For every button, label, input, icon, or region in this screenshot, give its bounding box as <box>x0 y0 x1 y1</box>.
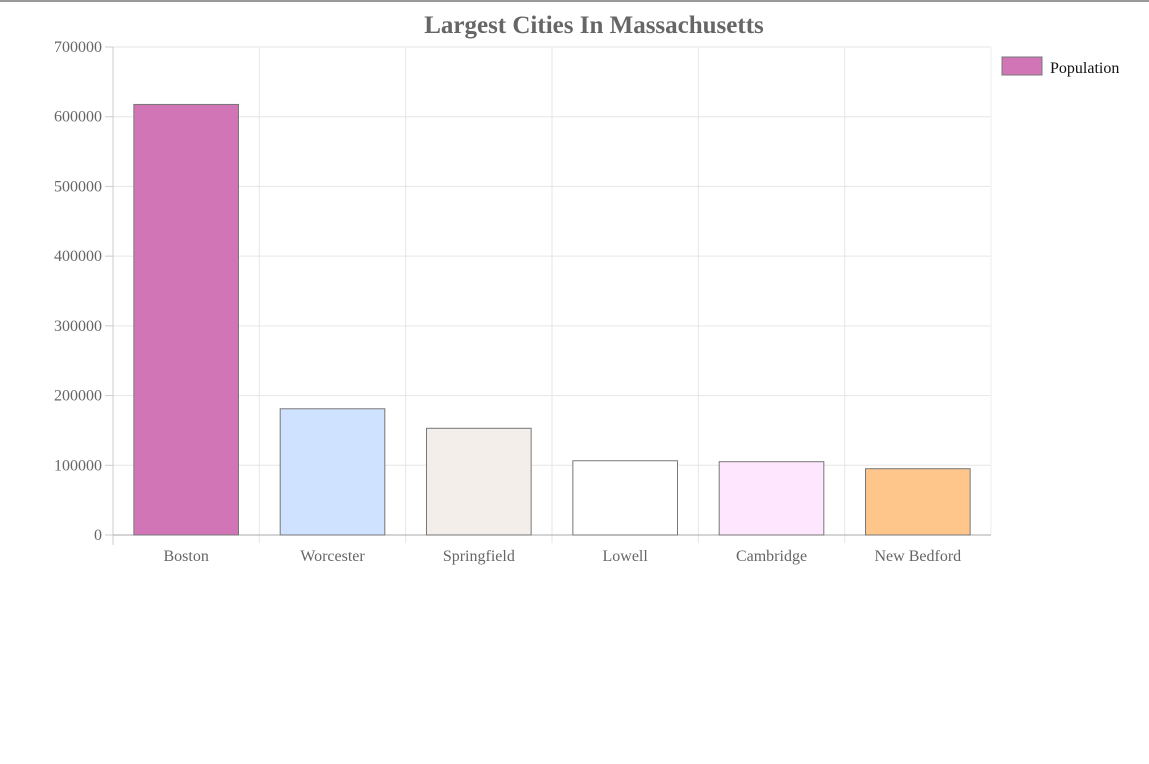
y-tick-label: 300000 <box>54 318 102 335</box>
bar-springfield[interactable] <box>426 427 532 536</box>
chart-title: Largest Cities In Massachusetts <box>424 12 764 39</box>
x-tick-label: New Bedford <box>875 548 962 565</box>
x-tick-label: Worcester <box>300 548 365 565</box>
x-tick-label: Boston <box>163 548 208 565</box>
y-tick-label: 600000 <box>54 109 102 126</box>
top-border <box>0 0 1149 2</box>
y-tick-label: 0 <box>94 527 102 544</box>
bar-boston[interactable] <box>133 103 239 536</box>
x-tick-label: Springfield <box>443 548 515 565</box>
legend[interactable]: Population <box>1001 56 1119 77</box>
y-tick-label: 100000 <box>54 457 102 474</box>
y-tick-label: 700000 <box>54 39 102 56</box>
bar-worcester[interactable] <box>279 408 386 536</box>
bars <box>133 103 971 536</box>
y-axis-ticks: 0 100000 200000 300000 400000 500000 600000 700… <box>54 39 113 544</box>
x-axis-ticks: Boston Worcester Springfield Lowell Cambridg… <box>163 548 961 565</box>
legend-label-population[interactable]: Population <box>1050 60 1119 77</box>
bar-new-bedford[interactable] <box>865 468 971 536</box>
y-tick-label: 200000 <box>54 388 102 405</box>
y-tick-label: 500000 <box>54 178 102 195</box>
legend-swatch[interactable] <box>1001 56 1043 76</box>
bar-cambridge[interactable] <box>718 461 825 536</box>
y-tick-label: 400000 <box>54 248 102 265</box>
bar-lowell[interactable] <box>572 460 678 536</box>
x-tick-label: Lowell <box>603 548 649 565</box>
x-tick-label: Cambridge <box>736 548 807 565</box>
grid-lines <box>113 46 992 543</box>
axes <box>112 47 991 545</box>
